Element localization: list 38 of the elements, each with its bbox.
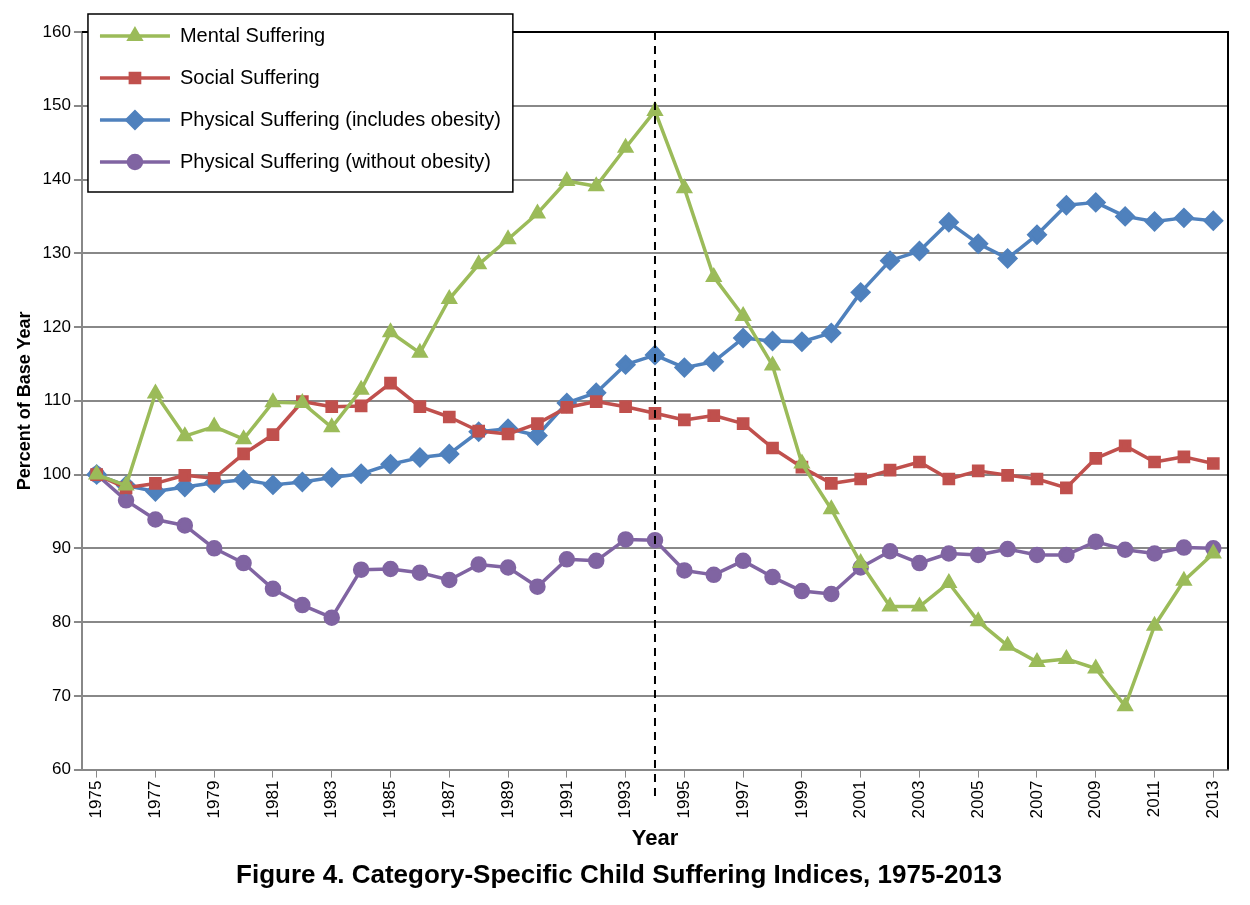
y-axis-title: Percent of Base Year	[13, 311, 34, 491]
x-tick-label: 1997	[732, 780, 752, 819]
legend-label: Physical Suffering (includes obesity)	[179, 107, 501, 130]
x-tick-label: 1987	[438, 780, 458, 819]
legend-label: Physical Suffering (without obesity)	[179, 149, 491, 172]
y-tick-label: 60	[52, 759, 71, 779]
y-tick-label: 110	[43, 390, 71, 410]
y-tick-label: 80	[52, 611, 71, 631]
x-tick-label: 1983	[321, 780, 341, 819]
legend-label: Mental Suffering	[179, 23, 326, 46]
x-tick-label: 2001	[850, 780, 870, 819]
y-tick-label: 120	[42, 316, 71, 336]
x-tick-label: 1979	[203, 780, 223, 819]
y-tick-label: 70	[52, 685, 71, 705]
x-tick-label: 1977	[145, 780, 165, 819]
x-tick-label: 1989	[497, 780, 517, 819]
x-axis-title: Year	[631, 824, 679, 850]
y-tick-label: 150	[42, 95, 71, 115]
x-tick-label: 2013	[1202, 780, 1222, 819]
x-tick-label: 2007	[1026, 780, 1046, 819]
x-tick-label: 1991	[556, 780, 576, 819]
y-tick-label: 100	[42, 464, 71, 484]
y-tick-label: 140	[42, 169, 71, 189]
x-tick-label: 2011	[1144, 780, 1164, 818]
x-tick-label: 2005	[967, 780, 987, 819]
legend-label: Social Suffering	[179, 65, 320, 88]
x-tick-label: 1981	[262, 780, 282, 819]
x-tick-label: 1985	[380, 780, 400, 819]
x-tick-label: 1995	[674, 780, 694, 819]
y-tick-label: 160	[42, 21, 71, 41]
x-tick-label: 2003	[909, 780, 929, 819]
x-tick-label: 1993	[615, 780, 635, 819]
y-tick-label: 90	[52, 537, 71, 557]
x-tick-label: 1975	[86, 780, 106, 819]
x-tick-label: 1999	[791, 780, 811, 819]
y-tick-label: 130	[42, 242, 71, 262]
x-tick-label: 2009	[1085, 780, 1105, 819]
text: Figure 4. Category-Specific Child Suffering Indices, 1975-2013	[236, 858, 1002, 889]
